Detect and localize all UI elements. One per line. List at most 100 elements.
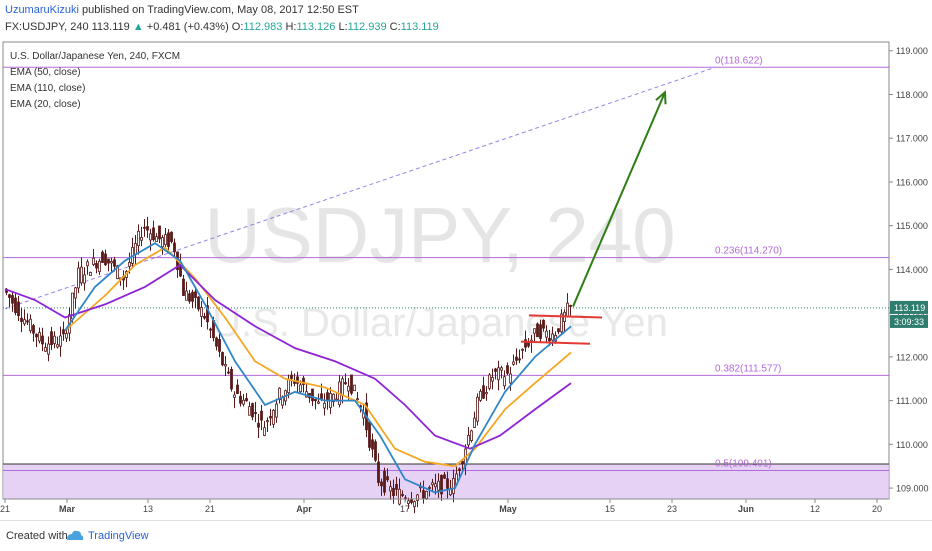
candle-body [446,478,449,489]
candle-body [278,387,281,401]
candle-body [491,377,494,382]
fib-level-label-1: 0.236(114.270) [715,246,782,257]
candle-body [521,348,524,351]
candle-body [149,233,152,241]
y-tick-label-2: 117.000 [896,134,928,144]
fib-level-label-2: 0.382(111.577) [715,363,781,374]
candle-body [14,297,17,314]
candle-body [107,258,110,264]
candle-body [8,294,11,298]
candle-body [143,226,146,229]
candle-body [218,339,221,352]
candle-body [542,319,545,329]
candle-body [356,398,359,401]
tradingview-logo-icon[interactable] [66,528,84,542]
fib-level-label-0: 0(118.622) [715,55,763,66]
fibonacci-levels: 0(118.622) 0.236(114.270) 0.382(111.577) 0.… [3,55,889,472]
candle-body [32,325,35,334]
candle-body [506,365,509,374]
candle-body [443,474,446,479]
candle-body [512,361,515,365]
y-tick-label-9: 110.000 [896,440,928,450]
candle-body [350,374,353,394]
chart-legend: U.S. Dollar/Japanese Yen, 240, FXCM EMA … [10,51,180,110]
candle-body [98,260,101,273]
candle-body [158,225,161,240]
candle-body [368,421,371,448]
candle-body [332,393,335,403]
plot-frame [2,41,890,500]
candle-body [221,352,224,366]
candle-body [488,374,491,389]
x-tick-label-11: 20 [872,504,882,514]
candle-body [437,480,440,491]
chart-header: UzumaruKizuki published on TradingView.c… [0,0,932,38]
projection-arrow-line [572,91,666,307]
candle-body [347,385,350,392]
candle-body [416,494,419,501]
candle-body [548,337,551,342]
footer: Created with TradingView [0,520,932,551]
last-price-tag [890,300,928,314]
candle-body [557,328,560,333]
candle-body [545,330,548,338]
candle-body [533,328,536,334]
candle-body [509,373,512,384]
open-value: 112.983 [243,21,283,33]
x-tick-label-10: 12 [810,504,820,514]
candle-body [299,384,302,393]
candle-body [566,302,569,317]
candle-body [188,293,191,302]
candle-body [233,394,236,398]
price-chart[interactable]: USDJPY, 240 U.S. Dollar/Japanese Yen 0(1… [0,0,932,520]
candle-body [485,392,488,395]
candle-body [314,398,317,402]
candle-body [425,490,428,499]
candle-body [47,343,50,355]
candle-body [230,368,233,390]
legend-title: U.S. Dollar/Japanese Yen, 240, FXCM [10,51,180,62]
candle-body [194,291,197,298]
candle-body [152,227,155,241]
ema-line-2 [64,242,572,494]
candle-body [26,320,29,323]
candle-body [476,396,479,422]
candle-body [83,274,86,284]
y-tick-label-1: 118.000 [896,90,928,100]
candle-body [524,339,527,348]
x-tick-label-5: 17 [400,504,410,514]
candle-body [215,337,218,347]
x-tick-label-8: 23 [667,504,677,514]
candle-body [569,305,572,307]
candle-body [323,402,326,409]
candle-body [134,243,137,255]
time-axis[interactable]: 21 Mar 13 21 Apr 17 May 15 23 Jun 12 20 [0,498,889,514]
candle-body [113,259,116,267]
price-axis[interactable]: 119.000 118.000 117.000 116.000 115.000 114.0… [889,46,929,494]
candle-body [164,234,167,246]
y-tick-label-3: 116.000 [896,177,928,187]
candle-body [53,335,56,344]
fib-level-label-3: 0.5(109.401) [715,459,772,470]
symbol-label: FX:USDJPY, 240 [5,21,89,33]
candle-body [311,388,314,402]
trend-line-layer [3,66,889,310]
candle-body [254,412,257,414]
candle-body [161,237,164,248]
candle-body [23,319,26,325]
countdown-tag-label: 3:09:33 [894,317,924,327]
candle-body [551,333,554,341]
candle-body [458,468,461,471]
candle-body [395,483,398,490]
candle-body [197,296,200,310]
legend-ema110: EMA (110, close) [10,83,85,94]
candle-body [227,371,230,374]
tradingview-link[interactable]: TradingView [88,530,149,542]
watermark: USDJPY, 240 U.S. Dollar/Japanese Yen [204,191,675,345]
candle-body [407,500,410,504]
author-link[interactable]: UzumaruKizuki [5,4,79,16]
low-value: 112.939 [347,21,387,33]
candle-body [518,358,521,361]
candle-body [206,305,209,323]
up-arrow-icon: ▲ [132,21,144,33]
